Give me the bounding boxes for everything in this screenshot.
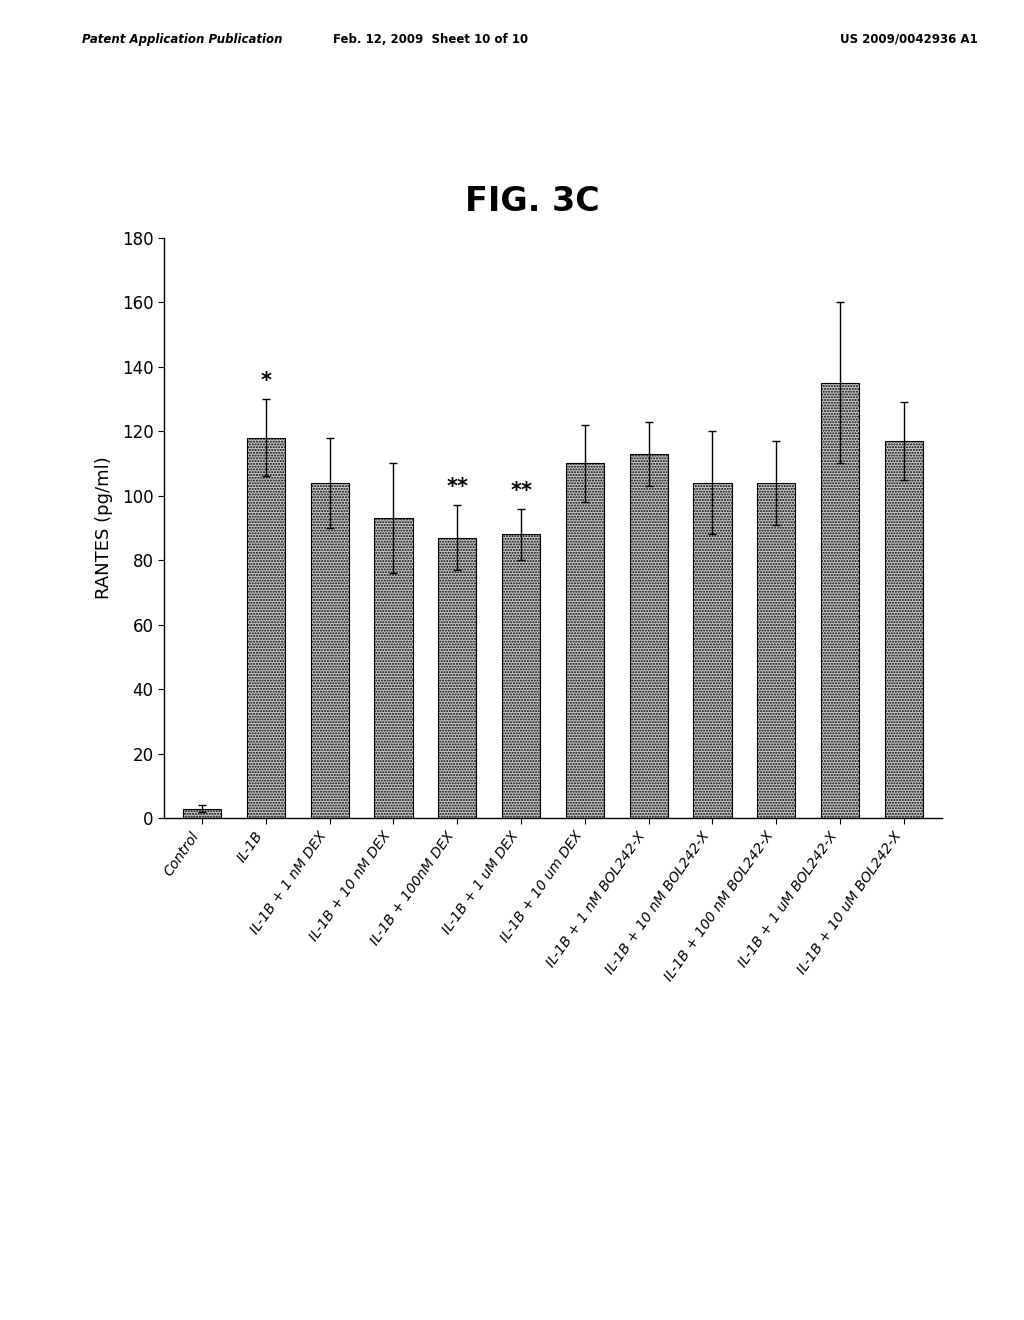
Text: FIG. 3C: FIG. 3C: [465, 185, 600, 218]
Text: US 2009/0042936 A1: US 2009/0042936 A1: [840, 33, 978, 46]
Bar: [438, 537, 476, 818]
Bar: [821, 383, 859, 818]
Bar: [630, 454, 668, 818]
Bar: [310, 483, 349, 818]
Bar: [757, 483, 796, 818]
Text: *: *: [260, 371, 271, 391]
Bar: [247, 438, 285, 818]
Text: **: **: [510, 480, 532, 500]
Bar: [885, 441, 923, 818]
Bar: [693, 483, 731, 818]
Bar: [183, 809, 221, 818]
Text: Feb. 12, 2009  Sheet 10 of 10: Feb. 12, 2009 Sheet 10 of 10: [333, 33, 527, 46]
Bar: [375, 519, 413, 818]
Y-axis label: RANTES (pg/ml): RANTES (pg/ml): [95, 457, 114, 599]
Text: Patent Application Publication: Patent Application Publication: [82, 33, 283, 46]
Bar: [565, 463, 604, 818]
Text: **: **: [446, 478, 468, 498]
Bar: [502, 535, 541, 818]
